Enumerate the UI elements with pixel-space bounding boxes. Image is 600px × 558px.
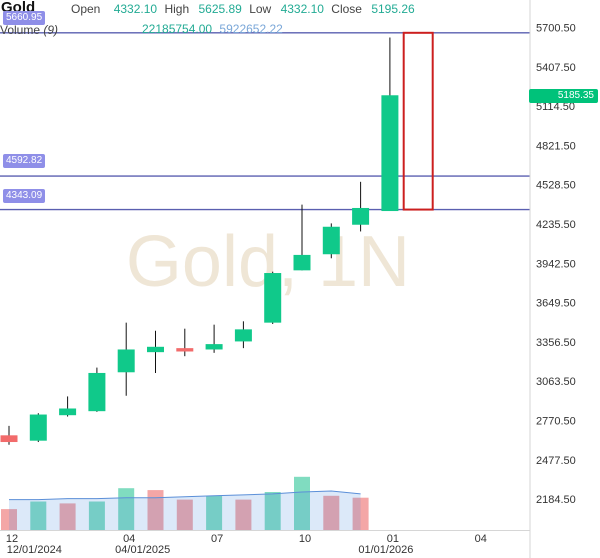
candle-body [59,408,77,416]
volume-bar [264,492,281,530]
x-tick-label: 04 [475,533,487,545]
volume-bar [294,476,310,530]
x-date-label: 12/01/2024 [7,544,62,556]
candle-body [117,349,135,373]
candle-body [205,344,223,350]
hline-tag-middle[interactable]: 4592.82 [3,154,46,168]
candle-body [147,346,164,353]
volume-bar [176,499,193,530]
x-tick-label: 01 [387,533,399,545]
high-label: High [164,2,190,16]
y-tick-label: 3649.50 [536,298,576,310]
last-price-tag: 5185.35 [529,89,598,103]
x-date-label: 01/01/2026 [358,544,413,556]
volume-ma-line [9,490,361,501]
candle-body [88,372,106,412]
y-tick-label: 5114.50 [536,101,575,113]
candle-body [293,254,311,271]
volume-bar [323,495,340,530]
candles[interactable] [0,37,399,445]
candle-body [0,435,18,443]
hline-tag-lower[interactable]: 4343.09 [3,189,46,203]
y-tick-label: 3356.50 [536,337,576,349]
low-value: 4332.10 [280,2,324,16]
close-label: Close [331,2,362,16]
y-tick-label: 4235.50 [536,219,576,231]
volume-bar [118,488,135,530]
candle-body [381,95,399,212]
x-date-label: 04/01/2025 [115,544,170,556]
open-label: Open [71,2,101,16]
volume-bar [147,490,164,530]
y-tick-label: 2477.50 [536,455,576,467]
y-tick-label: 3942.50 [536,258,576,270]
volume-ma-value: 5922652.22 [219,22,283,36]
candle-body [264,273,282,323]
y-tick-label: 3063.50 [536,376,576,388]
horizontal-lines[interactable] [0,32,530,211]
volume-bar [206,495,223,530]
volume-bar [88,501,105,530]
low-label: Low [249,2,272,16]
volume-bar [59,503,76,530]
volume-ma-area [9,491,361,530]
hline-tag-upper[interactable]: 5660.95 [3,11,46,25]
volume-length: (9) [43,23,59,37]
volume-legend: Volume (9) [0,23,58,37]
volume-bar [1,509,17,530]
volume-value: 22185754.00 [142,22,213,36]
candle-body [234,329,252,342]
close-value: 5195.26 [371,2,415,16]
volume-bar [352,497,369,530]
y-tick-label: 4528.50 [536,180,576,192]
volume-values: 22185754.00 5922652.22 [142,22,283,36]
y-tick-label: 2184.50 [536,494,576,506]
x-tick-label: 07 [211,533,223,545]
open-value: 4332.10 [113,2,158,16]
candle-body [352,207,370,225]
y-tick-label: 5700.50 [536,23,576,35]
x-tick-label: 12 [6,533,18,545]
projection-box[interactable] [402,31,434,211]
candle-body [322,226,340,255]
y-tick-label: 5407.50 [536,62,576,74]
y-tick-label: 4821.50 [536,140,576,152]
volume-bars [1,476,369,530]
candle-body [29,414,47,441]
candle-body [176,348,194,352]
projection-rect [402,31,434,211]
x-tick-label: 04 [123,533,135,545]
high-value: 5625.89 [198,2,242,16]
volume-bar [235,499,252,530]
ohlc-legend: Open 4332.10 High 5625.89 Low 4332.10 Cl… [71,2,415,16]
volume-bar [30,501,47,530]
volume-label: Volume [0,23,41,37]
y-tick-label: 2770.50 [536,416,576,428]
x-tick-label: 10 [299,533,311,545]
